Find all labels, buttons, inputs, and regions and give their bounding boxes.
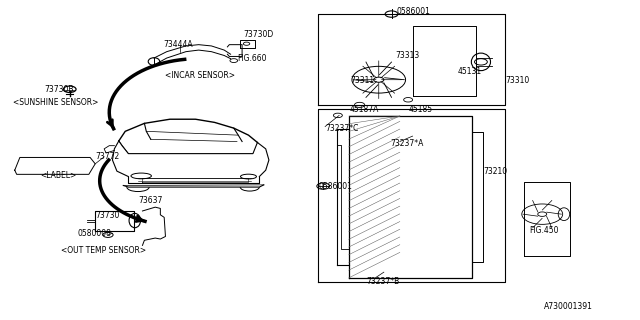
Text: 0580008: 0580008 <box>77 229 111 238</box>
Text: 45187A: 45187A <box>350 105 380 114</box>
Text: 73237*C: 73237*C <box>325 124 358 132</box>
Text: 73444A: 73444A <box>164 40 193 49</box>
Text: 73210: 73210 <box>483 167 507 176</box>
Text: 73313: 73313 <box>396 51 420 60</box>
Text: 0586001: 0586001 <box>319 182 353 191</box>
Text: 73310: 73310 <box>505 76 529 85</box>
Text: 0586001: 0586001 <box>397 7 431 16</box>
Text: A730001391: A730001391 <box>543 302 593 311</box>
Text: 73730B: 73730B <box>44 85 74 94</box>
Text: 73772: 73772 <box>95 152 120 161</box>
Text: 73637: 73637 <box>138 196 163 205</box>
Text: 73237*B: 73237*B <box>366 277 399 286</box>
Text: FIG.450: FIG.450 <box>529 226 559 235</box>
Text: 73730D: 73730D <box>243 30 274 39</box>
Text: <LABEL>: <LABEL> <box>40 171 77 180</box>
Text: <SUNSHINE SENSOR>: <SUNSHINE SENSOR> <box>13 98 99 107</box>
Text: FIG.660: FIG.660 <box>237 53 266 62</box>
Text: 45185: 45185 <box>408 105 432 114</box>
Text: 73237*A: 73237*A <box>390 139 424 148</box>
Text: 45131: 45131 <box>458 67 482 76</box>
Text: 73311: 73311 <box>350 76 374 85</box>
Text: 73730: 73730 <box>95 211 120 220</box>
Text: <OUT TEMP SENSOR>: <OUT TEMP SENSOR> <box>61 246 147 255</box>
Text: <INCAR SENSOR>: <INCAR SENSOR> <box>166 71 236 80</box>
